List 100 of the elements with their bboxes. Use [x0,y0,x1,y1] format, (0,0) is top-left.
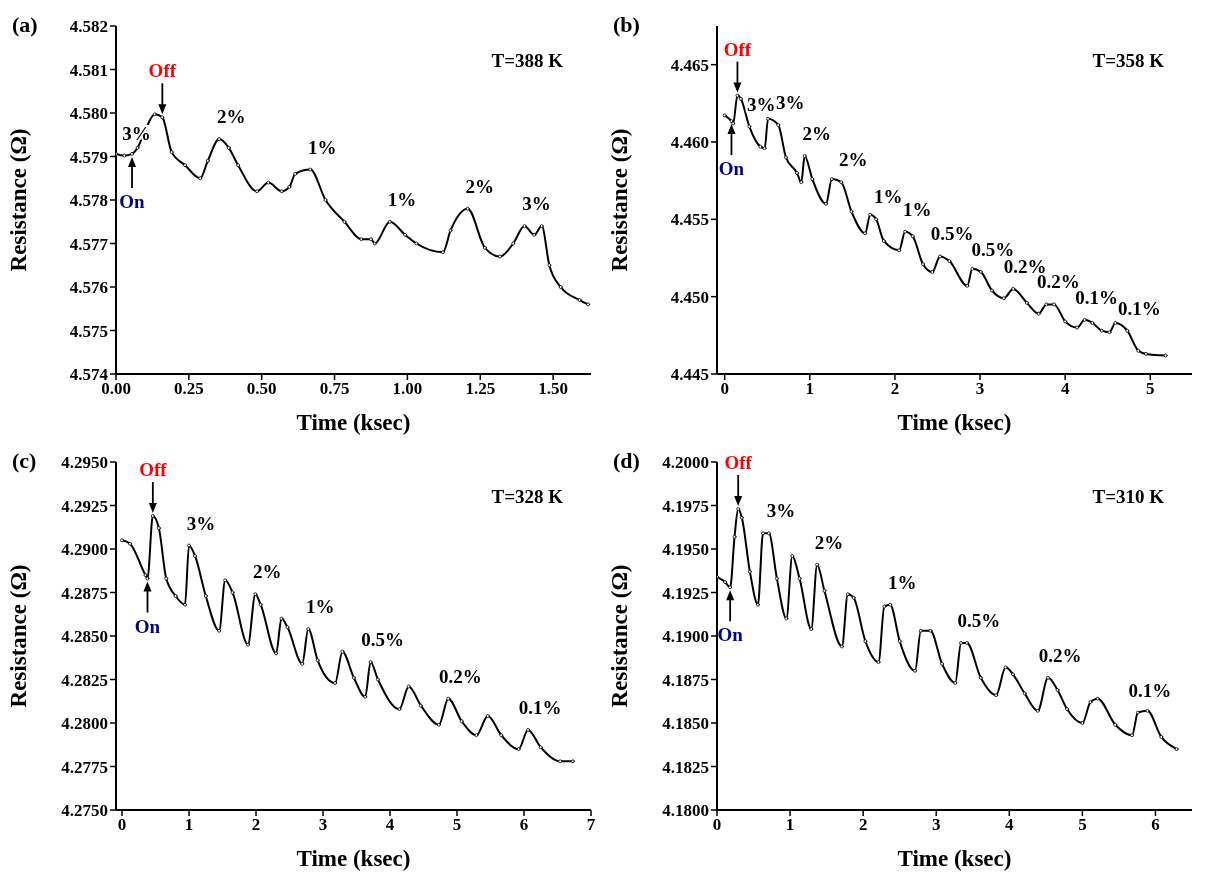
annotation: 2% [465,175,494,197]
text: (d) [613,448,640,474]
y-tick-label: 4.2750 [61,801,108,821]
x-tick-label: 2 [858,815,868,835]
x-tick-label: 3 [318,815,328,835]
x-tick-label: 5 [452,815,462,835]
annotation: T=310 K [1092,486,1164,508]
y-tick-label: 4.581 [69,60,108,80]
y-axis-title: Resistance (Ω) [607,128,633,272]
annotation: 2% [814,531,844,553]
x-tick-label: 5 [1078,815,1087,835]
y-tick-label: 4.2800 [61,714,108,734]
y-tick-label: 4.2775 [61,757,108,777]
annotation: 1% [873,186,903,208]
x-tick-label: 0.75 [319,379,350,399]
x-tick-label: 2 [890,379,900,399]
y-tick-label: 4.2925 [61,496,108,516]
y-tick-label: 4.1850 [662,714,709,734]
annotation: 0.5% [971,238,1015,260]
annotation: 2% [839,149,868,171]
y-tick-label: 4.455 [670,210,709,230]
annotation: On [718,158,745,180]
x-tick-label: 4 [385,815,395,835]
annotation: T=388 K [491,50,563,72]
y-tick-label: 4.1925 [662,583,709,603]
annotation: T=328 K [491,486,563,508]
x-tick-label: 0 [712,815,722,835]
text: (c) [12,448,37,474]
x-tick-label: 7 [586,815,596,835]
x-tick-label: 6 [1151,815,1160,835]
y-tick-label: 4.2875 [61,583,108,603]
annotation: On [119,190,146,212]
annotation: 3% [776,91,805,113]
annotation: 3% [522,193,551,215]
annotation: 3% [747,93,776,115]
text: (a) [12,12,38,38]
y-tick-label: 4.450 [670,287,709,307]
annotation: On [717,624,744,646]
x-tick-label: 1.25 [465,379,496,399]
y-tick-label: 4.582 [69,17,108,37]
annotation: 0.2% [1038,644,1082,666]
annotation: Off [139,458,168,480]
x-axis-title: Time (ksec) [296,410,411,435]
y-tick-label: 4.445 [670,365,709,385]
y-tick-label: 4.1975 [662,496,709,516]
x-tick-label: 0.00 [101,379,131,399]
y-tick-label: 4.465 [670,55,709,75]
y-tick-label: 4.2000 [662,453,709,473]
x-tick-label: 1 [184,815,194,835]
y-tick-label: 4.575 [69,321,108,341]
annotation: 0.2% [438,665,482,687]
x-tick-label: 6 [519,815,529,835]
annotation: 0.1% [1117,297,1161,319]
x-tick-label: 5 [1146,379,1155,399]
y-tick-label: 4.1900 [662,627,709,647]
text: (b) [613,12,640,38]
y-tick-label: 4.2950 [61,453,108,473]
y-tick-label: 4.1825 [662,757,709,777]
y-tick-label: 4.460 [670,133,709,153]
x-tick-label: 4 [1060,379,1070,399]
annotation: 3% [186,512,216,534]
x-tick-label: 0.50 [246,379,277,399]
y-axis-title: Resistance (Ω) [6,128,32,272]
x-tick-label: 0 [117,815,127,835]
y-tick-label: 4.576 [69,278,108,298]
y-tick-label: 4.1950 [662,540,709,560]
x-axis-title: Time (ksec) [897,846,1012,871]
annotation: 1% [387,188,417,210]
annotation: 2% [216,106,246,128]
annotation: 0.5% [361,629,404,651]
x-tick-label: 2 [251,815,261,835]
x-tick-label: 1.00 [392,379,423,399]
y-tick-label: 4.579 [69,147,108,167]
x-tick-label: 0 [720,379,729,399]
annotation: 0.5% [930,223,974,245]
y-tick-label: 4.580 [69,104,108,124]
y-tick-label: 4.578 [69,191,108,211]
y-tick-label: 4.2900 [61,540,108,560]
annotation: 1% [902,198,932,220]
annotation: 3% [766,500,796,522]
x-tick-label: 0.25 [173,379,204,399]
x-tick-label: 1.50 [538,379,568,399]
x-tick-label: 1 [805,379,815,399]
x-tick-label: 3 [975,379,985,399]
y-tick-label: 4.2850 [61,627,108,647]
annotation: 0.1% [1128,679,1172,701]
annotation: On [134,615,161,637]
y-tick-label: 4.577 [69,234,109,254]
y-tick-label: 4.2825 [61,670,108,690]
annotation: 0.5% [957,609,1001,631]
x-tick-label: 4 [1005,815,1015,835]
x-tick-label: 3 [931,815,941,835]
annotation: Off [724,451,753,473]
y-axis-title: Resistance (Ω) [6,564,32,708]
y-tick-label: 4.1800 [662,801,709,821]
x-tick-label: 1 [785,815,795,835]
annotation: 1% [887,571,917,593]
annotation: 1% [308,136,337,158]
y-axis-title: Resistance (Ω) [607,564,633,708]
annotation: 1% [306,596,335,618]
